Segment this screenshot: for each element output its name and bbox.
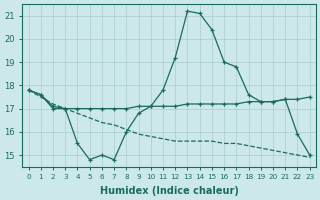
X-axis label: Humidex (Indice chaleur): Humidex (Indice chaleur) [100,186,239,196]
